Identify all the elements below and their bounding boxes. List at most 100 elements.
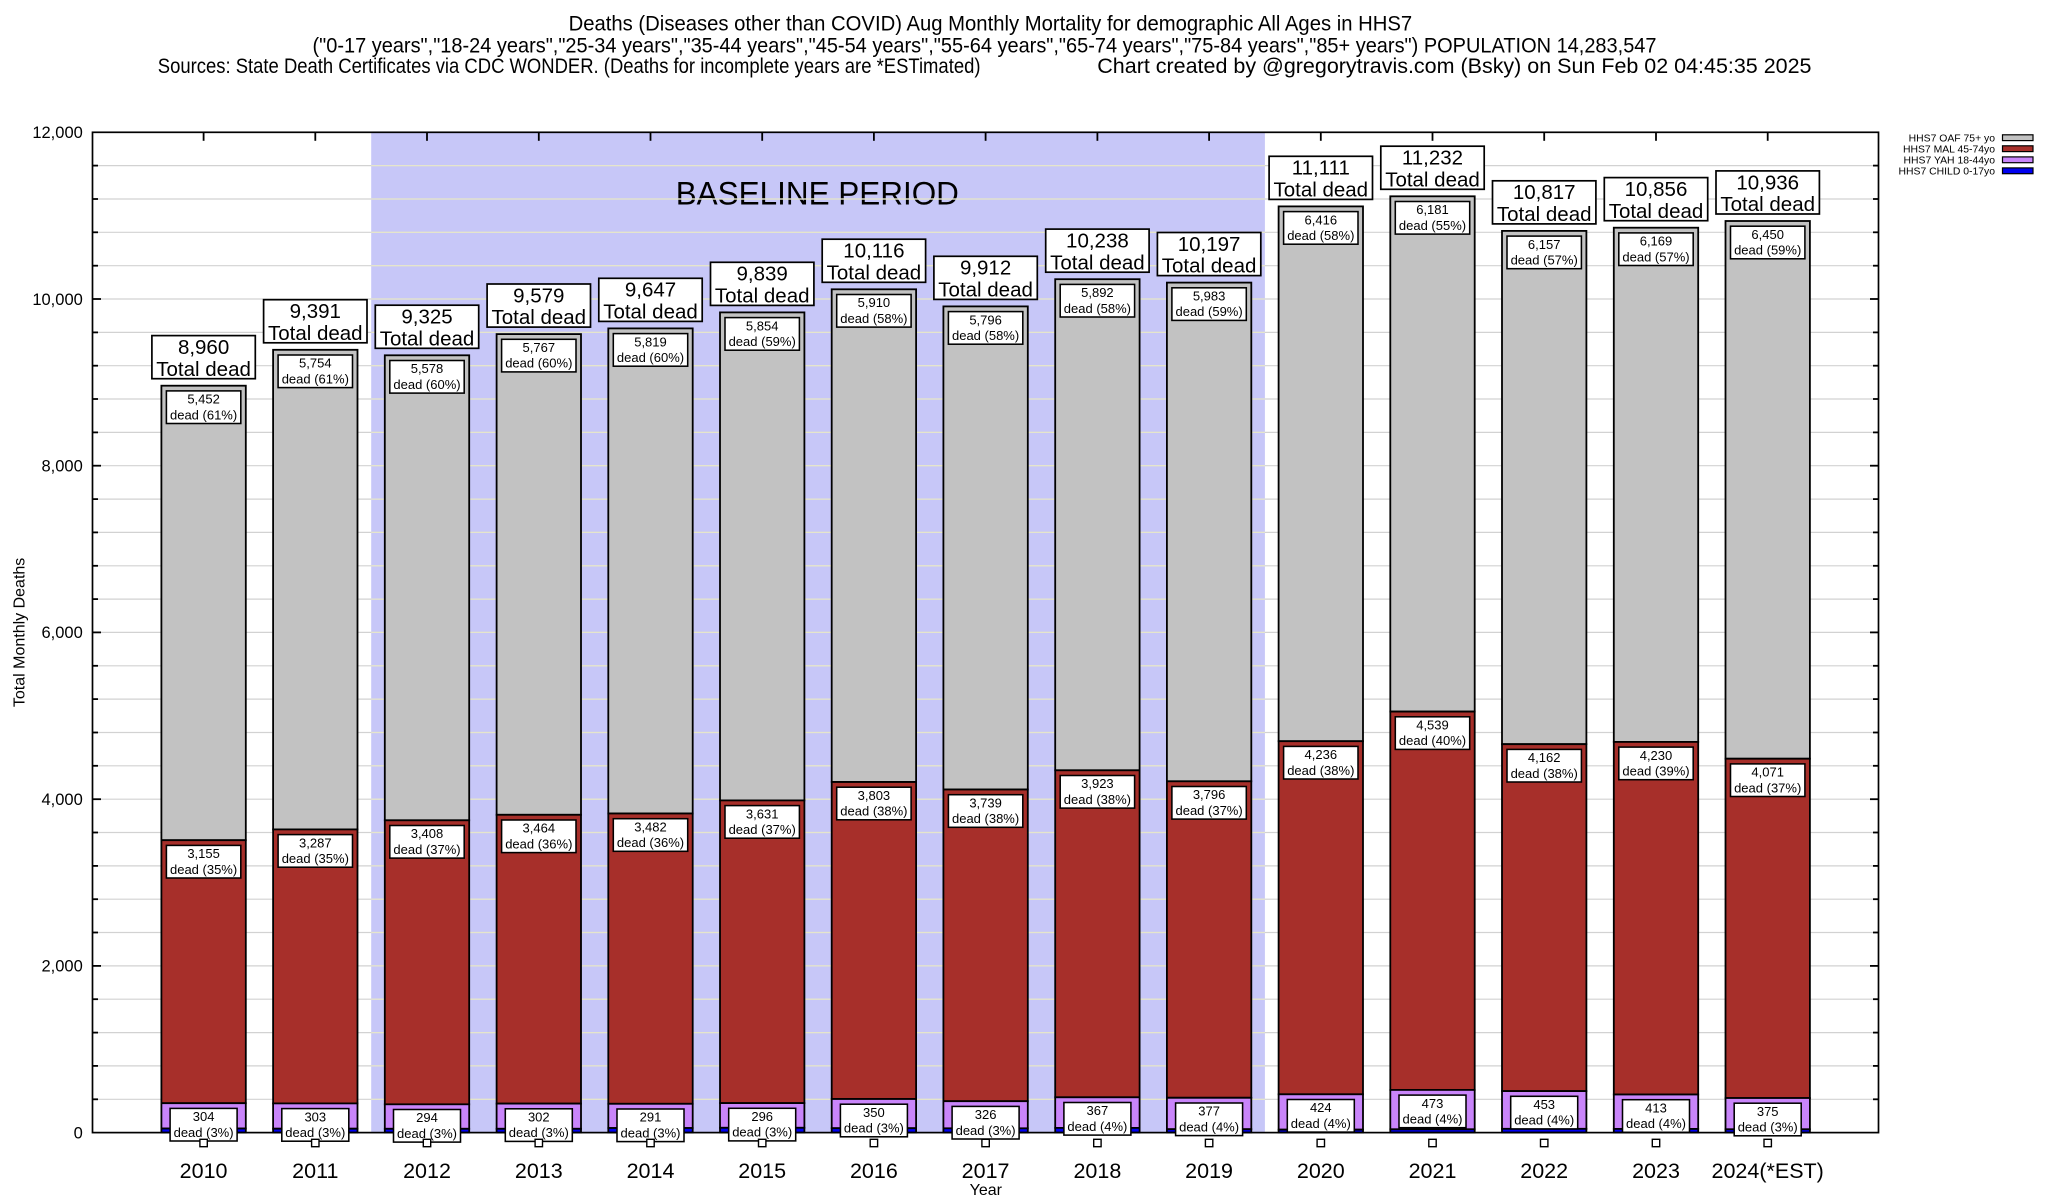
svg-text:dead (38%): dead (38%) (1511, 766, 1578, 781)
svg-text:Total dead: Total dead (380, 327, 475, 350)
svg-text:4,236: 4,236 (1305, 747, 1338, 762)
svg-text:367: 367 (1087, 1103, 1109, 1118)
svg-text:413: 413 (1645, 1100, 1667, 1115)
svg-text:dead (4%): dead (4%) (1626, 1116, 1686, 1131)
svg-text:9,325: 9,325 (401, 306, 452, 329)
svg-text:dead (37%): dead (37%) (1175, 803, 1242, 818)
svg-text:291: 291 (640, 1110, 662, 1125)
svg-text:3,408: 3,408 (411, 826, 444, 841)
svg-text:10,856: 10,856 (1625, 178, 1688, 201)
svg-text:2014: 2014 (627, 1159, 675, 1183)
svg-text:dead (4%): dead (4%) (1179, 1119, 1239, 1134)
svg-text:dead (35%): dead (35%) (282, 851, 349, 866)
svg-text:Chart created by @gregorytravi: Chart created by @gregorytravis.com (Bsk… (1097, 55, 1811, 78)
svg-text:dead (61%): dead (61%) (170, 407, 237, 422)
svg-text:dead (38%): dead (38%) (840, 804, 907, 819)
svg-text:2015: 2015 (738, 1159, 786, 1183)
svg-text:5,452: 5,452 (187, 392, 220, 407)
svg-text:3,803: 3,803 (858, 788, 891, 803)
svg-text:3,155: 3,155 (187, 846, 220, 861)
svg-text:Sources: State Death Certifica: Sources: State Death Certificates via CD… (158, 55, 981, 78)
svg-text:Total dead: Total dead (1609, 200, 1704, 223)
svg-text:5,796: 5,796 (969, 312, 1002, 327)
svg-text:6,169: 6,169 (1640, 234, 1673, 249)
svg-text:Total dead: Total dead (938, 279, 1033, 302)
svg-text:dead (55%): dead (55%) (1399, 218, 1466, 233)
svg-text:dead (3%): dead (3%) (956, 1123, 1016, 1138)
svg-text:("0-17 years","18-24 years","2: ("0-17 years","18-24 years","25-34 years… (313, 34, 1657, 57)
svg-text:3,287: 3,287 (299, 835, 332, 850)
svg-text:dead (60%): dead (60%) (617, 350, 684, 365)
svg-text:350: 350 (863, 1105, 885, 1120)
svg-text:8,000: 8,000 (42, 458, 83, 476)
svg-text:2010: 2010 (180, 1159, 228, 1183)
svg-text:dead (38%): dead (38%) (1064, 792, 1131, 807)
svg-text:Total dead: Total dead (1273, 179, 1368, 202)
svg-text:4,539: 4,539 (1416, 718, 1449, 733)
svg-text:5,983: 5,983 (1193, 289, 1226, 304)
svg-text:dead (59%): dead (59%) (1734, 243, 1801, 258)
svg-text:8,960: 8,960 (178, 336, 229, 359)
svg-text:Total dead: Total dead (1050, 251, 1145, 274)
svg-text:2020: 2020 (1297, 1159, 1345, 1183)
svg-text:dead (4%): dead (4%) (1067, 1119, 1127, 1134)
svg-text:9,391: 9,391 (290, 300, 341, 323)
svg-text:2019: 2019 (1185, 1159, 1233, 1183)
svg-text:dead (40%): dead (40%) (1399, 733, 1466, 748)
svg-text:2018: 2018 (1073, 1159, 1121, 1183)
svg-text:Total dead: Total dead (268, 322, 363, 345)
svg-text:10,817: 10,817 (1513, 181, 1576, 204)
svg-text:dead (4%): dead (4%) (1291, 1116, 1351, 1131)
svg-text:10,238: 10,238 (1066, 230, 1129, 253)
svg-text:9,647: 9,647 (625, 279, 676, 302)
svg-text:2024(*EST): 2024(*EST) (1712, 1159, 1824, 1183)
svg-text:dead (60%): dead (60%) (505, 356, 572, 371)
svg-text:dead (58%): dead (58%) (952, 328, 1019, 343)
svg-text:HHS7 OAF 75+ yo: HHS7 OAF 75+ yo (1909, 133, 1996, 144)
svg-text:dead (38%): dead (38%) (952, 811, 1019, 826)
svg-text:dead (35%): dead (35%) (170, 862, 237, 877)
svg-text:dead (61%): dead (61%) (282, 371, 349, 386)
svg-text:2012: 2012 (403, 1159, 451, 1183)
svg-text:3,482: 3,482 (634, 819, 667, 834)
svg-text:dead (3%): dead (3%) (285, 1125, 345, 1140)
svg-text:2022: 2022 (1520, 1159, 1568, 1183)
svg-text:294: 294 (416, 1110, 438, 1125)
svg-text:9,839: 9,839 (737, 263, 788, 286)
svg-text:6,450: 6,450 (1751, 227, 1784, 242)
svg-text:2013: 2013 (515, 1159, 563, 1183)
svg-text:375: 375 (1757, 1104, 1779, 1119)
svg-text:Total Monthly Deaths: Total Monthly Deaths (12, 558, 29, 707)
svg-text:6,000: 6,000 (42, 624, 83, 642)
svg-text:10,936: 10,936 (1736, 171, 1799, 194)
svg-text:2,000: 2,000 (42, 958, 83, 976)
svg-text:6,181: 6,181 (1416, 202, 1449, 217)
svg-text:2016: 2016 (850, 1159, 898, 1183)
svg-text:dead (3%): dead (3%) (844, 1121, 904, 1136)
svg-text:3,464: 3,464 (523, 821, 556, 836)
svg-text:dead (58%): dead (58%) (1287, 228, 1354, 243)
svg-text:dead (39%): dead (39%) (1622, 764, 1689, 779)
svg-text:dead (4%): dead (4%) (1514, 1113, 1574, 1128)
svg-text:Total dead: Total dead (1385, 168, 1480, 191)
svg-text:3,739: 3,739 (969, 795, 1002, 810)
svg-text:5,854: 5,854 (746, 318, 779, 333)
svg-text:dead (37%): dead (37%) (729, 822, 796, 837)
svg-text:6,416: 6,416 (1305, 212, 1338, 227)
svg-text:dead (59%): dead (59%) (729, 334, 796, 349)
svg-text:11,232: 11,232 (1402, 147, 1463, 170)
svg-text:2017: 2017 (962, 1159, 1010, 1183)
svg-text:dead (58%): dead (58%) (1064, 301, 1131, 316)
svg-text:Total dead: Total dead (1162, 255, 1257, 278)
svg-text:3,796: 3,796 (1193, 787, 1226, 802)
svg-text:Total dead: Total dead (827, 261, 922, 284)
svg-text:5,754: 5,754 (299, 356, 332, 371)
svg-text:9,912: 9,912 (960, 257, 1011, 280)
svg-text:dead (37%): dead (37%) (1734, 780, 1801, 795)
svg-text:Deaths (Diseases other than CO: Deaths (Diseases other than COVID) Aug M… (569, 13, 1413, 36)
svg-text:377: 377 (1198, 1104, 1220, 1119)
svg-text:Year: Year (970, 1182, 1003, 1199)
svg-text:dead (3%): dead (3%) (174, 1125, 234, 1140)
svg-text:dead (3%): dead (3%) (509, 1125, 569, 1140)
svg-text:326: 326 (975, 1107, 997, 1122)
